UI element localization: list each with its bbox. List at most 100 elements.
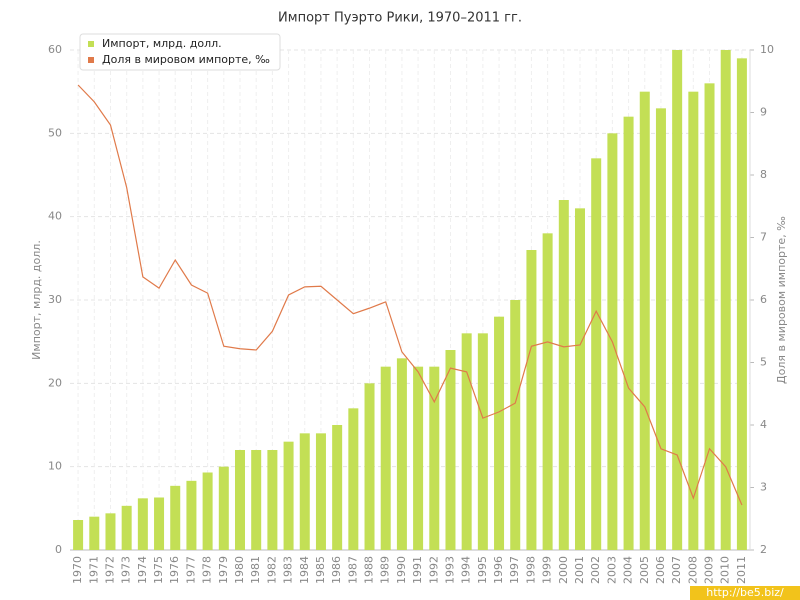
bar [510, 300, 521, 550]
x-tick-label: 1973 [120, 556, 133, 584]
x-tick-label: 1993 [443, 556, 456, 584]
line [77, 84, 743, 506]
x-tick-label: 2007 [670, 556, 683, 584]
bar [688, 91, 699, 551]
x-tick-label: 2004 [622, 556, 635, 584]
x-tick-label: 2002 [589, 556, 602, 584]
x-tick-label: 2009 [703, 556, 716, 584]
x-tick-label: 1999 [541, 556, 554, 584]
bar [429, 366, 440, 550]
y-axis-label: Импорт, млрд. долл. [30, 240, 43, 360]
x-tick-label: 2006 [654, 556, 667, 584]
x-tick-label: 1983 [282, 556, 295, 584]
bar [542, 233, 553, 551]
bar [575, 208, 585, 551]
y-tick-label: 10 [48, 460, 62, 473]
legend-label: Доля в мировом импорте, ‰ [102, 53, 270, 66]
y2-tick-label: 9 [760, 106, 767, 119]
y2-tick-label: 7 [760, 231, 767, 244]
bar [413, 366, 424, 550]
y-tick-label: 20 [48, 376, 62, 389]
x-tick-label: 1975 [152, 556, 165, 584]
x-tick-label: 1972 [103, 556, 116, 584]
bar [283, 441, 294, 550]
bar [526, 250, 537, 550]
x-tick-label: 1995 [476, 556, 489, 584]
x-tick-label: 1980 [233, 556, 246, 584]
bar [202, 472, 213, 550]
x-tick-label: 1979 [217, 556, 230, 584]
y-tick-label: 0 [55, 543, 62, 556]
x-tick-label: 1988 [363, 556, 376, 584]
bar [477, 333, 488, 550]
legend-box [79, 33, 281, 71]
legend-marker [88, 57, 94, 63]
x-tick-label: 1977 [184, 556, 197, 584]
x-tick-label: 1981 [249, 556, 262, 584]
x-tick-label: 1978 [201, 556, 214, 584]
bar [89, 516, 100, 550]
bar [396, 358, 407, 550]
y2-tick-label: 4 [760, 418, 767, 431]
watermark: http://be5.biz/ [706, 586, 784, 599]
x-tick-label: 1992 [427, 556, 440, 584]
x-tick-label: 2011 [735, 556, 748, 584]
bar [380, 366, 391, 550]
x-tick-label: 2003 [605, 556, 618, 584]
bar [461, 333, 472, 550]
y2-tick-label: 5 [760, 356, 767, 369]
bar [672, 50, 683, 550]
x-tick-label: 2010 [719, 556, 732, 584]
x-tick-label: 1984 [298, 556, 311, 584]
bar [170, 485, 181, 550]
bar [623, 116, 634, 551]
x-tick-label: 2005 [638, 556, 651, 584]
x-tick-label: 1991 [411, 556, 424, 584]
bar [720, 50, 731, 550]
x-tick-label: 1970 [71, 556, 84, 584]
bar [348, 408, 359, 550]
x-tick-label: 1985 [314, 556, 327, 584]
bar [235, 450, 245, 550]
bar [121, 505, 132, 550]
bar [299, 433, 310, 550]
x-tick-label: 2001 [573, 556, 586, 584]
x-tick-label: 2000 [557, 556, 570, 584]
x-tick-label: 1974 [136, 556, 149, 584]
bar [494, 316, 505, 550]
y2-axis-label: Доля в мировом импорте, ‰ [775, 216, 788, 384]
bar [315, 433, 326, 550]
chart-title: Импорт Пуэрто Рики, 1970–2011 гг. [278, 11, 522, 26]
x-tick-label: 1994 [460, 556, 473, 584]
bar [445, 350, 456, 550]
y-tick-label: 50 [48, 126, 62, 139]
y-tick-label: 40 [48, 210, 62, 223]
bar [591, 158, 602, 551]
bar [639, 91, 650, 551]
bar [154, 497, 165, 550]
legend-marker [88, 41, 94, 47]
x-tick-label: 2008 [686, 556, 699, 584]
y-tick-label: 30 [48, 293, 62, 306]
bar [558, 200, 569, 550]
x-tick-label: 1990 [395, 556, 408, 584]
y2-tick-label: 10 [760, 43, 774, 56]
x-tick-label: 1986 [330, 556, 343, 584]
bar [186, 480, 197, 550]
legend: Импорт, млрд. долл. Доля в мировом импорт… [79, 33, 281, 71]
bar [251, 450, 262, 550]
bar [73, 520, 84, 550]
bar [704, 83, 715, 550]
bar [736, 58, 747, 550]
bar [218, 466, 229, 550]
y2-tick-label: 8 [760, 168, 767, 181]
x-tick-label: 1998 [524, 556, 537, 584]
x-tick-label: 1996 [492, 556, 505, 584]
x-tick-label: 1982 [265, 556, 278, 584]
x-tick-label: 1989 [379, 556, 392, 584]
bar [267, 450, 278, 550]
bar [332, 425, 343, 550]
x-tick-label: 1971 [87, 556, 100, 584]
bar [364, 383, 375, 550]
